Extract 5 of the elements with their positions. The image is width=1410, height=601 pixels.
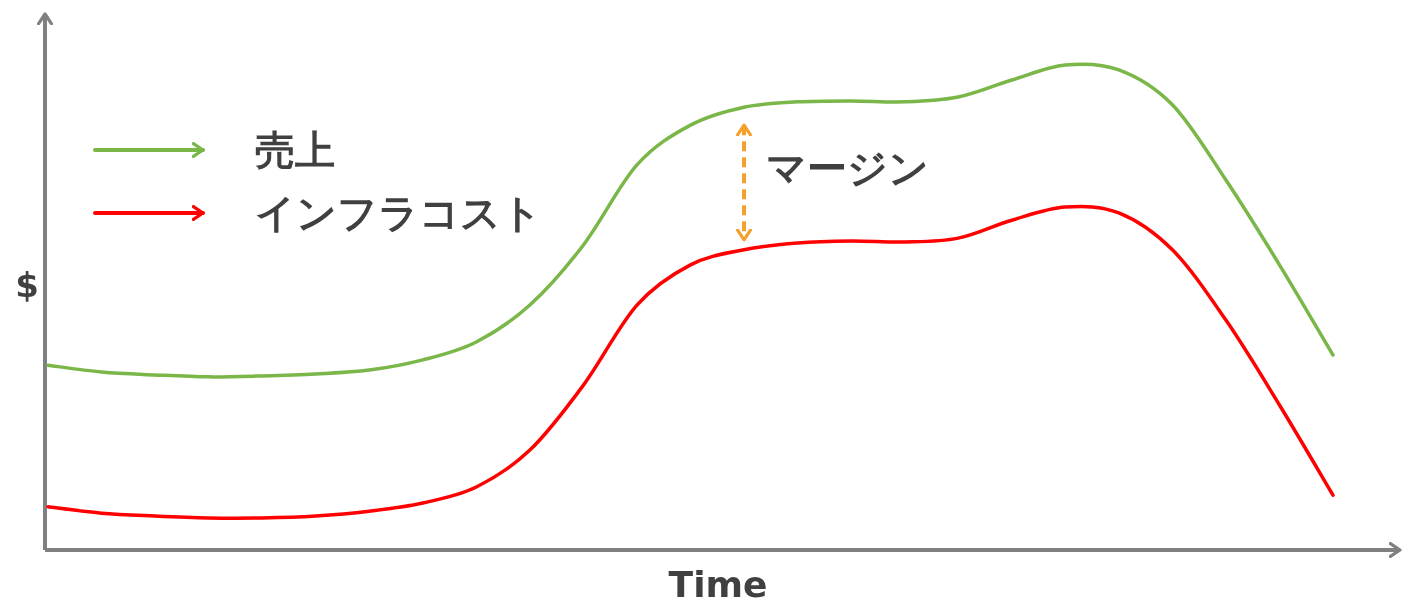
legend-label: 売上 [255,127,335,173]
x-axis-title: Time [668,564,768,601]
annotation: マージン [766,145,930,191]
legend-label: インフラコスト [255,190,542,236]
y-axis-title: $ [15,265,39,305]
